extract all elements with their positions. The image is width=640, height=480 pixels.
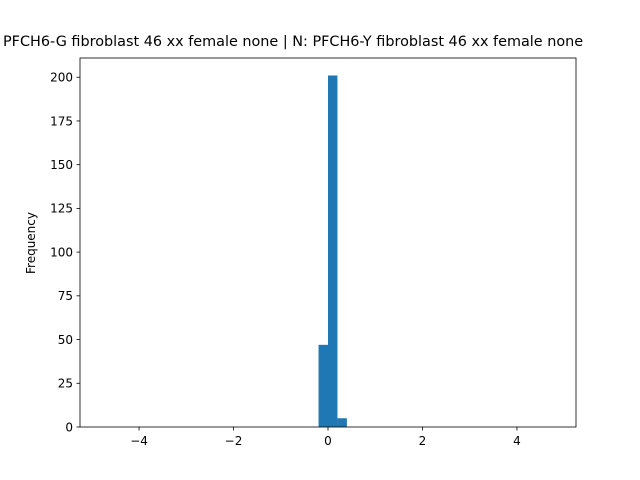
axes-layer: −4 −2 0 2 4 0 25 50 75 100 125 150 175 200 [50, 57, 577, 448]
y-tick-label-5: 125 [50, 202, 73, 216]
y-tick-label-1: 25 [58, 377, 73, 391]
y-tick-label-8: 200 [50, 71, 73, 85]
x-tick-label-3: 2 [419, 434, 427, 448]
histogram-bar-2 [337, 418, 347, 427]
y-tick-label-0: 0 [65, 420, 73, 434]
histogram-bar-1 [328, 75, 338, 427]
histogram-bar-0 [318, 344, 328, 427]
y-tick-label-2: 50 [58, 333, 73, 347]
y-tick-label-3: 75 [58, 289, 73, 303]
y-tick-label-6: 150 [50, 158, 73, 172]
chart-title: PFCH6-G fibroblast 46 xx female none | N… [3, 34, 584, 50]
x-tick-label-0: −4 [130, 434, 148, 448]
y-tick-label-7: 175 [50, 114, 73, 128]
x-tick-label-1: −2 [225, 434, 243, 448]
y-axis-label: Frequency [24, 212, 38, 274]
x-tick-label-4: 4 [513, 434, 521, 448]
bars-layer [318, 75, 347, 427]
x-tick-label-2: 0 [324, 434, 332, 448]
y-tick-label-4: 100 [50, 245, 73, 259]
